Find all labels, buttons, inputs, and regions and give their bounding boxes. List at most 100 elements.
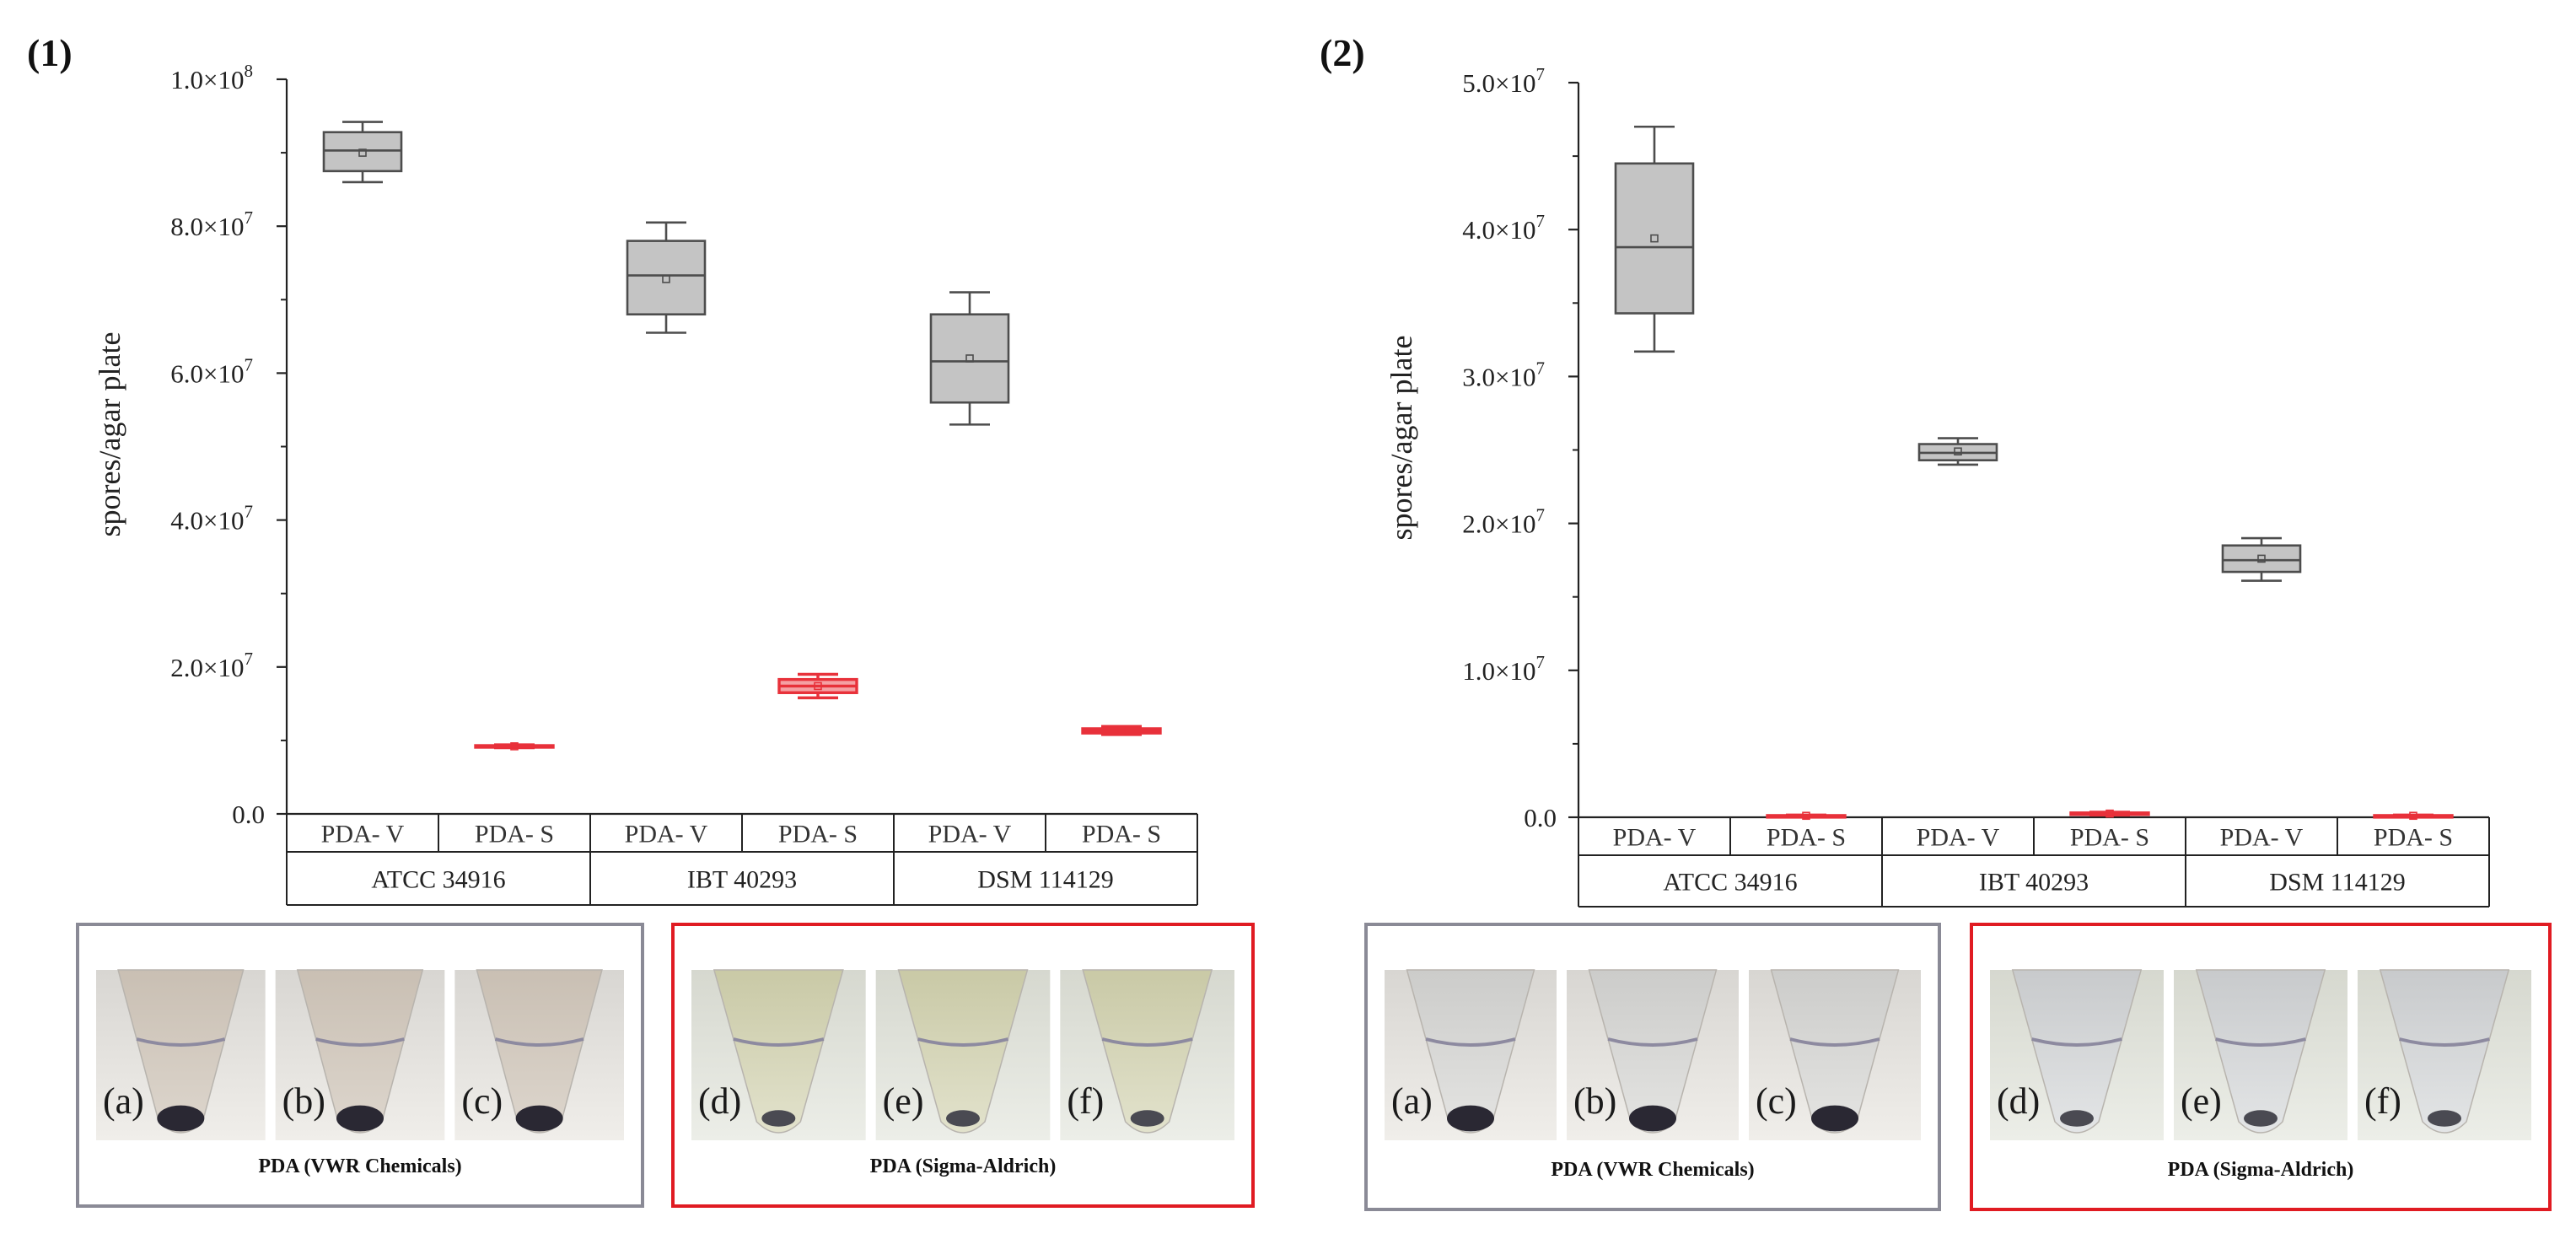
tube: [2379, 969, 2510, 1134]
y-axis-label: spores/agar plate: [93, 332, 126, 537]
tube-label: (e): [883, 1080, 924, 1122]
tube: [897, 969, 1029, 1134]
tube: [2195, 969, 2326, 1134]
box-dsm-114129-pda-s: [2373, 811, 2454, 821]
y-tick-label-base: 4.0×10: [1462, 215, 1535, 245]
panel-label: (1): [27, 31, 73, 74]
y-tick-label: 2.0×107: [1462, 505, 1545, 539]
box-iqr: [1614, 162, 1695, 315]
y-tick-label-exponent: 7: [245, 502, 254, 522]
tube-photo: (a): [96, 969, 266, 1140]
tube-photo: (c): [454, 969, 624, 1140]
category-table: PDA- V PDA- S PDA- V PDA- S PDA- V PDA- S ATCC…: [286, 812, 1198, 906]
tube-pellet: [336, 1105, 384, 1132]
y-tick-label-base: 8.0×10: [170, 212, 244, 241]
photo-panel-caption: PDA (VWR Chemicals): [258, 1155, 461, 1177]
category-label: PDA- V: [1917, 824, 2000, 852]
box-mean-marker: [1650, 234, 1659, 243]
y-tick-label-base: 3.0×10: [1462, 362, 1535, 391]
tube-meniscus: [1101, 1037, 1193, 1047]
photo-panel-caption: PDA (Sigma-Aldrich): [870, 1155, 1057, 1177]
category-label: PDA- S: [475, 821, 554, 848]
y-tick-label-exponent: 7: [245, 649, 254, 669]
box-mean-marker: [965, 354, 974, 363]
box-iqr: [929, 313, 1010, 404]
tube-photo: (d): [691, 969, 866, 1140]
category-label: PDA- S: [2070, 824, 2149, 852]
y-tick-label: 8.0×107: [170, 207, 253, 241]
tube-pellet: [515, 1105, 563, 1132]
y-tick-label-base: 6.0×10: [170, 358, 244, 388]
y-tick-label-exponent: 7: [1536, 64, 1546, 84]
y-tick-label-base: 1.0×10: [170, 65, 244, 94]
photo-panel-caption: PDA (VWR Chemicals): [1551, 1159, 1754, 1181]
tube-label: (c): [461, 1080, 503, 1122]
box-ibt-40293-pda-s: [2069, 809, 2150, 818]
tube-label: (f): [1067, 1080, 1104, 1122]
tube-photo: (a): [1385, 969, 1557, 1140]
box-iqr: [322, 131, 403, 173]
category-label: PDA- S: [2374, 824, 2453, 852]
box-ibt-40293-pda-v: [626, 221, 707, 334]
tube-pellet: [1811, 1105, 1858, 1132]
tube-pellet: [2060, 1110, 2094, 1127]
photo-panel-vwr: (a) (b) (c) PDA (VWR Chemicals): [1364, 923, 1941, 1211]
tube-pellet: [157, 1105, 205, 1132]
category-label: PDA- V: [625, 821, 708, 848]
category-label: PDA- V: [928, 821, 1012, 848]
tube: [1082, 969, 1213, 1134]
tube-pellet: [2428, 1110, 2461, 1127]
tube-meniscus: [494, 1037, 584, 1047]
box-mean-marker: [662, 275, 670, 283]
group-label: DSM 114129: [2269, 869, 2405, 897]
tube-meniscus: [315, 1037, 405, 1047]
box-atcc-34916-pda-v: [322, 121, 403, 184]
box-atcc-34916-pda-v: [1614, 125, 1695, 353]
tube-meniscus: [1789, 1037, 1880, 1047]
y-tick-label-exponent: 7: [1536, 211, 1546, 231]
tube-photo: (b): [275, 969, 445, 1140]
category-label: PDA- S: [1082, 821, 1161, 848]
tube-meniscus: [917, 1037, 1008, 1047]
tube-pellet: [1447, 1105, 1494, 1132]
category-label: PDA- V: [1613, 824, 1697, 852]
tube-meniscus: [1425, 1037, 1516, 1047]
y-tick-label-base: 4.0×10: [170, 506, 244, 536]
box-mean-marker: [814, 681, 822, 691]
y-axis-label: spores/agar plate: [1385, 336, 1418, 541]
chart-panel-1: (1)0.02.0×1074.0×1076.0×1078.0×1071.0×10…: [27, 31, 1255, 1208]
tube-photo: (f): [1060, 969, 1234, 1140]
tube-meniscus: [1607, 1037, 1698, 1047]
box-dsm-114129-pda-v: [929, 291, 1010, 426]
y-tick-label-exponent: 7: [245, 354, 254, 374]
group-label: IBT 40293: [687, 866, 797, 894]
y-tick-label-exponent: 7: [245, 207, 254, 228]
tube-photo: (e): [2174, 969, 2347, 1140]
category-label: PDA- V: [321, 821, 405, 848]
tube-pellet: [2244, 1110, 2278, 1127]
box-atcc-34916-pda-s: [474, 742, 555, 751]
tube-label: (a): [1391, 1080, 1433, 1122]
tube-photo: (b): [1567, 969, 1739, 1140]
group-label: ATCC 34916: [1663, 869, 1797, 897]
box-mean-marker: [1954, 447, 1962, 456]
tube-photo: (c): [1749, 969, 1921, 1140]
tube-meniscus: [136, 1037, 226, 1047]
tube-meniscus: [2399, 1037, 2490, 1047]
photo-panel-sigma: (d) (e) (f) PDA (Sigma-Aldrich): [1970, 923, 2552, 1211]
y-tick-label: 4.0×107: [1462, 211, 1545, 245]
tube-pellet: [946, 1110, 980, 1127]
box-mean-marker: [1117, 726, 1126, 735]
tube-photo: (e): [875, 969, 1051, 1140]
y-tick-label: 1.0×108: [170, 61, 253, 94]
y-tick-label-base: 1.0×10: [1462, 656, 1535, 686]
tube: [713, 969, 844, 1134]
box-mean-marker: [510, 742, 519, 751]
group-label: ATCC 34916: [371, 866, 505, 894]
y-tick-label: 0.0: [1524, 803, 1557, 832]
tube-label: (a): [103, 1080, 144, 1122]
tube-pellet: [1629, 1105, 1676, 1132]
tube-label: (b): [282, 1080, 325, 1122]
y-tick-label-exponent: 7: [1536, 505, 1546, 525]
